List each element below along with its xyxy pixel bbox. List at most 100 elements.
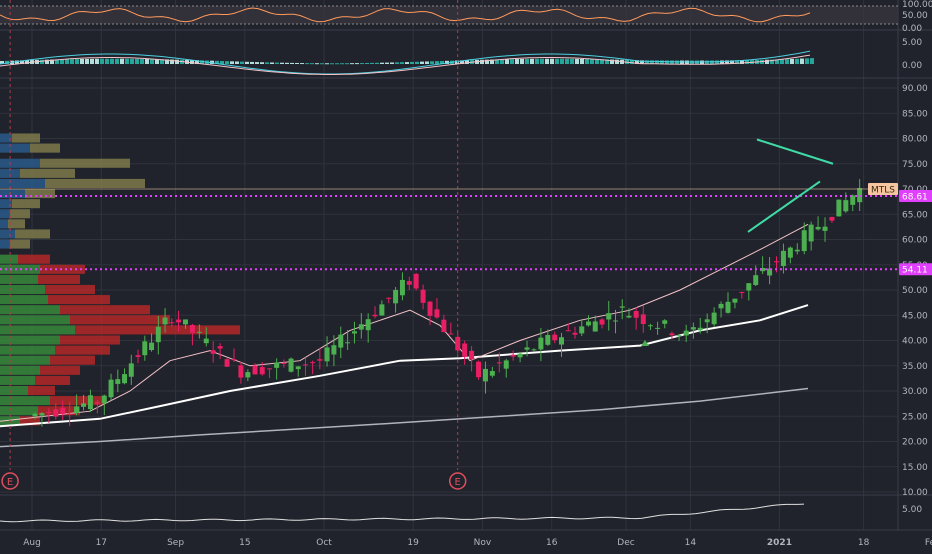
candle-up	[129, 363, 134, 376]
candle-up	[753, 275, 758, 285]
candle-up	[393, 290, 398, 303]
candle-up	[245, 372, 250, 377]
x-tick-label: Aug	[23, 538, 41, 548]
x-tick-label: 16	[546, 538, 558, 548]
candle-up	[579, 326, 584, 333]
chart-background	[0, 0, 932, 550]
candle-up	[109, 380, 114, 398]
macd-histogram-bar	[590, 59, 594, 64]
candle-down	[441, 320, 446, 332]
vp-bar-up	[0, 179, 45, 188]
candle-up	[289, 359, 294, 372]
candle-up	[662, 320, 667, 323]
macd-histogram-bar	[400, 62, 404, 64]
candle-down	[829, 217, 834, 221]
candle-down	[497, 362, 502, 363]
vp-bar-down	[15, 229, 50, 238]
candle-up	[366, 319, 371, 330]
macd-histogram-bar	[270, 62, 274, 64]
macd-histogram-bar	[365, 63, 369, 64]
price-tick-label: 75.00	[902, 160, 928, 170]
macd-histogram-bar	[95, 59, 99, 64]
macd-histogram-bar	[810, 58, 814, 64]
candle-up	[379, 304, 384, 315]
candle-down	[552, 335, 557, 340]
vp-bar-down	[35, 376, 70, 385]
macd-histogram-bar	[390, 62, 394, 64]
vp-bar-up	[0, 240, 10, 249]
candle-up	[525, 347, 530, 349]
macd-histogram-bar	[505, 59, 509, 64]
vp-bar-up	[0, 229, 15, 238]
macd-tick-label: 0.00	[902, 61, 922, 71]
vp-bar-down	[60, 335, 120, 344]
macd-histogram-bar	[255, 62, 259, 64]
macd-histogram-bar	[375, 63, 379, 64]
lower-tick-label: 5.00	[902, 505, 922, 515]
macd-histogram-bar	[105, 59, 109, 64]
rsi-tick-label: 50.00	[902, 11, 928, 21]
candle-up	[274, 363, 279, 368]
macd-histogram-bar	[540, 59, 544, 64]
macd-histogram-bar	[145, 59, 149, 64]
candle-up	[142, 341, 147, 355]
candle-up	[705, 319, 710, 322]
macd-histogram-bar	[85, 59, 89, 64]
candle-down	[225, 359, 230, 367]
macd-histogram-bar	[315, 63, 319, 64]
macd-histogram-bar	[140, 59, 144, 64]
earnings-marker-label-1: E	[455, 477, 461, 488]
price-tick-label: 25.00	[902, 412, 928, 422]
price-tick-label: 50.00	[902, 286, 928, 296]
x-tick-label: 18	[858, 538, 870, 548]
candle-up	[606, 313, 611, 319]
vp-bar-up	[0, 325, 75, 334]
candle-down	[634, 311, 639, 318]
macd-histogram-bar	[295, 63, 299, 64]
candle-up	[490, 371, 495, 376]
macd-histogram-bar	[100, 59, 104, 64]
candle-down	[469, 351, 474, 360]
macd-histogram-bar	[360, 63, 364, 64]
macd-histogram-bar	[380, 63, 384, 64]
candle-up	[719, 304, 724, 308]
macd-histogram-bar	[225, 61, 229, 64]
candle-down	[462, 344, 467, 357]
macd-histogram-bar	[120, 59, 124, 64]
candle-up	[593, 321, 598, 331]
candle-down	[774, 261, 779, 262]
macd-histogram-bar	[520, 59, 524, 64]
macd-tick-label: 5.00	[902, 38, 922, 48]
candle-up	[836, 200, 841, 217]
vp-bar-down	[40, 366, 80, 375]
candle-up	[781, 251, 786, 266]
candle-up	[338, 335, 343, 348]
macd-histogram-bar	[285, 63, 289, 64]
vp-bar-down	[12, 199, 40, 208]
x-tick-label: Dec	[617, 538, 634, 548]
candle-up	[122, 374, 127, 383]
vp-bar-down	[40, 159, 130, 168]
candle-up	[613, 320, 618, 321]
x-tick-label: Nov	[474, 538, 492, 548]
macd-histogram-bar	[780, 59, 784, 64]
vp-bar-down	[18, 255, 50, 264]
candle-down	[641, 314, 646, 324]
candle-up	[684, 331, 689, 336]
candle-down	[267, 368, 272, 369]
candle-down	[238, 365, 243, 377]
macd-histogram-bar	[135, 59, 139, 64]
candle-down	[476, 362, 481, 378]
price-tick-label: 60.00	[902, 236, 928, 246]
candle-up	[197, 332, 202, 333]
candle-down	[573, 333, 578, 335]
vp-bar-up	[0, 396, 50, 405]
candle-down	[739, 292, 744, 293]
candle-up	[691, 327, 696, 329]
candle-down	[190, 325, 195, 333]
candle-down	[303, 364, 308, 365]
rsi-tick-label: 0.00	[902, 24, 922, 34]
vp-bar-down	[12, 133, 40, 142]
candle-up	[788, 248, 793, 258]
candle-up	[538, 338, 543, 350]
